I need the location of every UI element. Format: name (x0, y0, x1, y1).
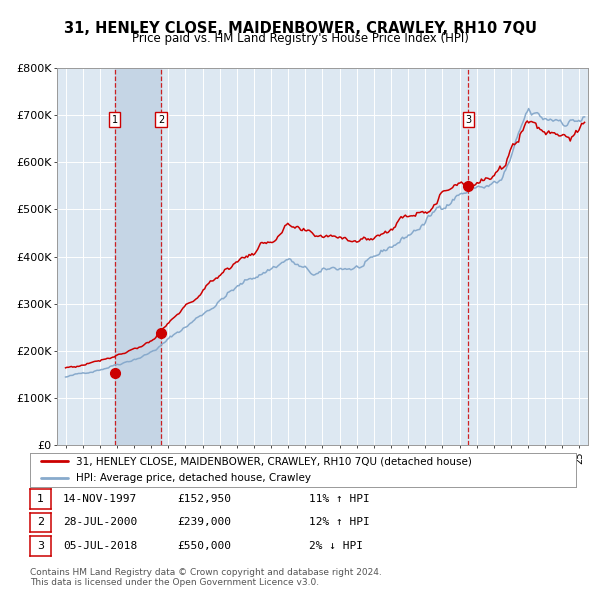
Text: 28-JUL-2000: 28-JUL-2000 (63, 517, 137, 527)
Text: £152,950: £152,950 (177, 494, 231, 504)
Text: 1: 1 (37, 494, 44, 504)
Text: 05-JUL-2018: 05-JUL-2018 (63, 541, 137, 551)
Text: 11% ↑ HPI: 11% ↑ HPI (309, 494, 370, 504)
Text: 3: 3 (465, 115, 472, 124)
Text: 2: 2 (37, 517, 44, 527)
Bar (115, 68, 161, 445)
Text: 1: 1 (112, 115, 118, 124)
Text: HPI: Average price, detached house, Crawley: HPI: Average price, detached house, Craw… (76, 473, 311, 483)
Text: 3: 3 (37, 541, 44, 551)
Text: £550,000: £550,000 (177, 541, 231, 551)
Text: 12% ↑ HPI: 12% ↑ HPI (309, 517, 370, 527)
Text: £239,000: £239,000 (177, 517, 231, 527)
Text: 2: 2 (158, 115, 164, 124)
Text: 14-NOV-1997: 14-NOV-1997 (63, 494, 137, 504)
Text: 31, HENLEY CLOSE, MAIDENBOWER, CRAWLEY, RH10 7QU: 31, HENLEY CLOSE, MAIDENBOWER, CRAWLEY, … (64, 21, 536, 35)
Text: 31, HENLEY CLOSE, MAIDENBOWER, CRAWLEY, RH10 7QU (detached house): 31, HENLEY CLOSE, MAIDENBOWER, CRAWLEY, … (76, 457, 472, 467)
Text: 2% ↓ HPI: 2% ↓ HPI (309, 541, 363, 551)
Text: Contains HM Land Registry data © Crown copyright and database right 2024.
This d: Contains HM Land Registry data © Crown c… (30, 568, 382, 587)
Text: Price paid vs. HM Land Registry's House Price Index (HPI): Price paid vs. HM Land Registry's House … (131, 32, 469, 45)
